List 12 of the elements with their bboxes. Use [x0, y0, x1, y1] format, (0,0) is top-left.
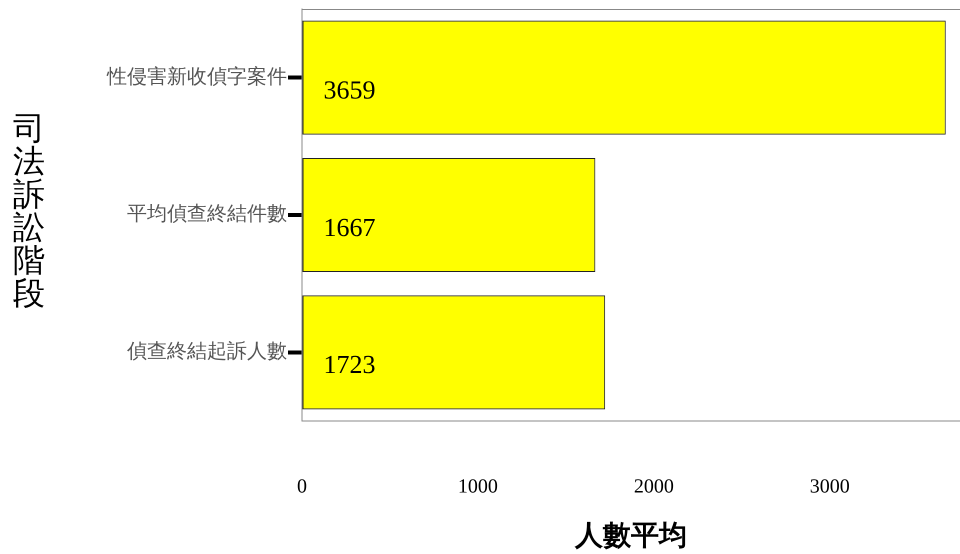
- y-axis-title: 司法訴訟階段: [12, 109, 46, 312]
- x-axis-title: 人數平均: [574, 520, 687, 552]
- y-tick-label: 偵查終結起訴人數: [126, 338, 287, 363]
- y-tick-label: 性侵害新收偵字案件: [106, 64, 287, 88]
- x-tick-label: 2000: [634, 475, 674, 498]
- data-label: 1723: [324, 350, 376, 380]
- x-tick-label: 0: [297, 475, 307, 498]
- y-tick-label: 平均偵查終結件數: [127, 201, 287, 226]
- data-label: 3659: [324, 75, 376, 104]
- x-tick-label: 3000: [810, 475, 850, 498]
- x-tick-label: 1000: [458, 475, 498, 498]
- data-label: 1667: [324, 212, 376, 242]
